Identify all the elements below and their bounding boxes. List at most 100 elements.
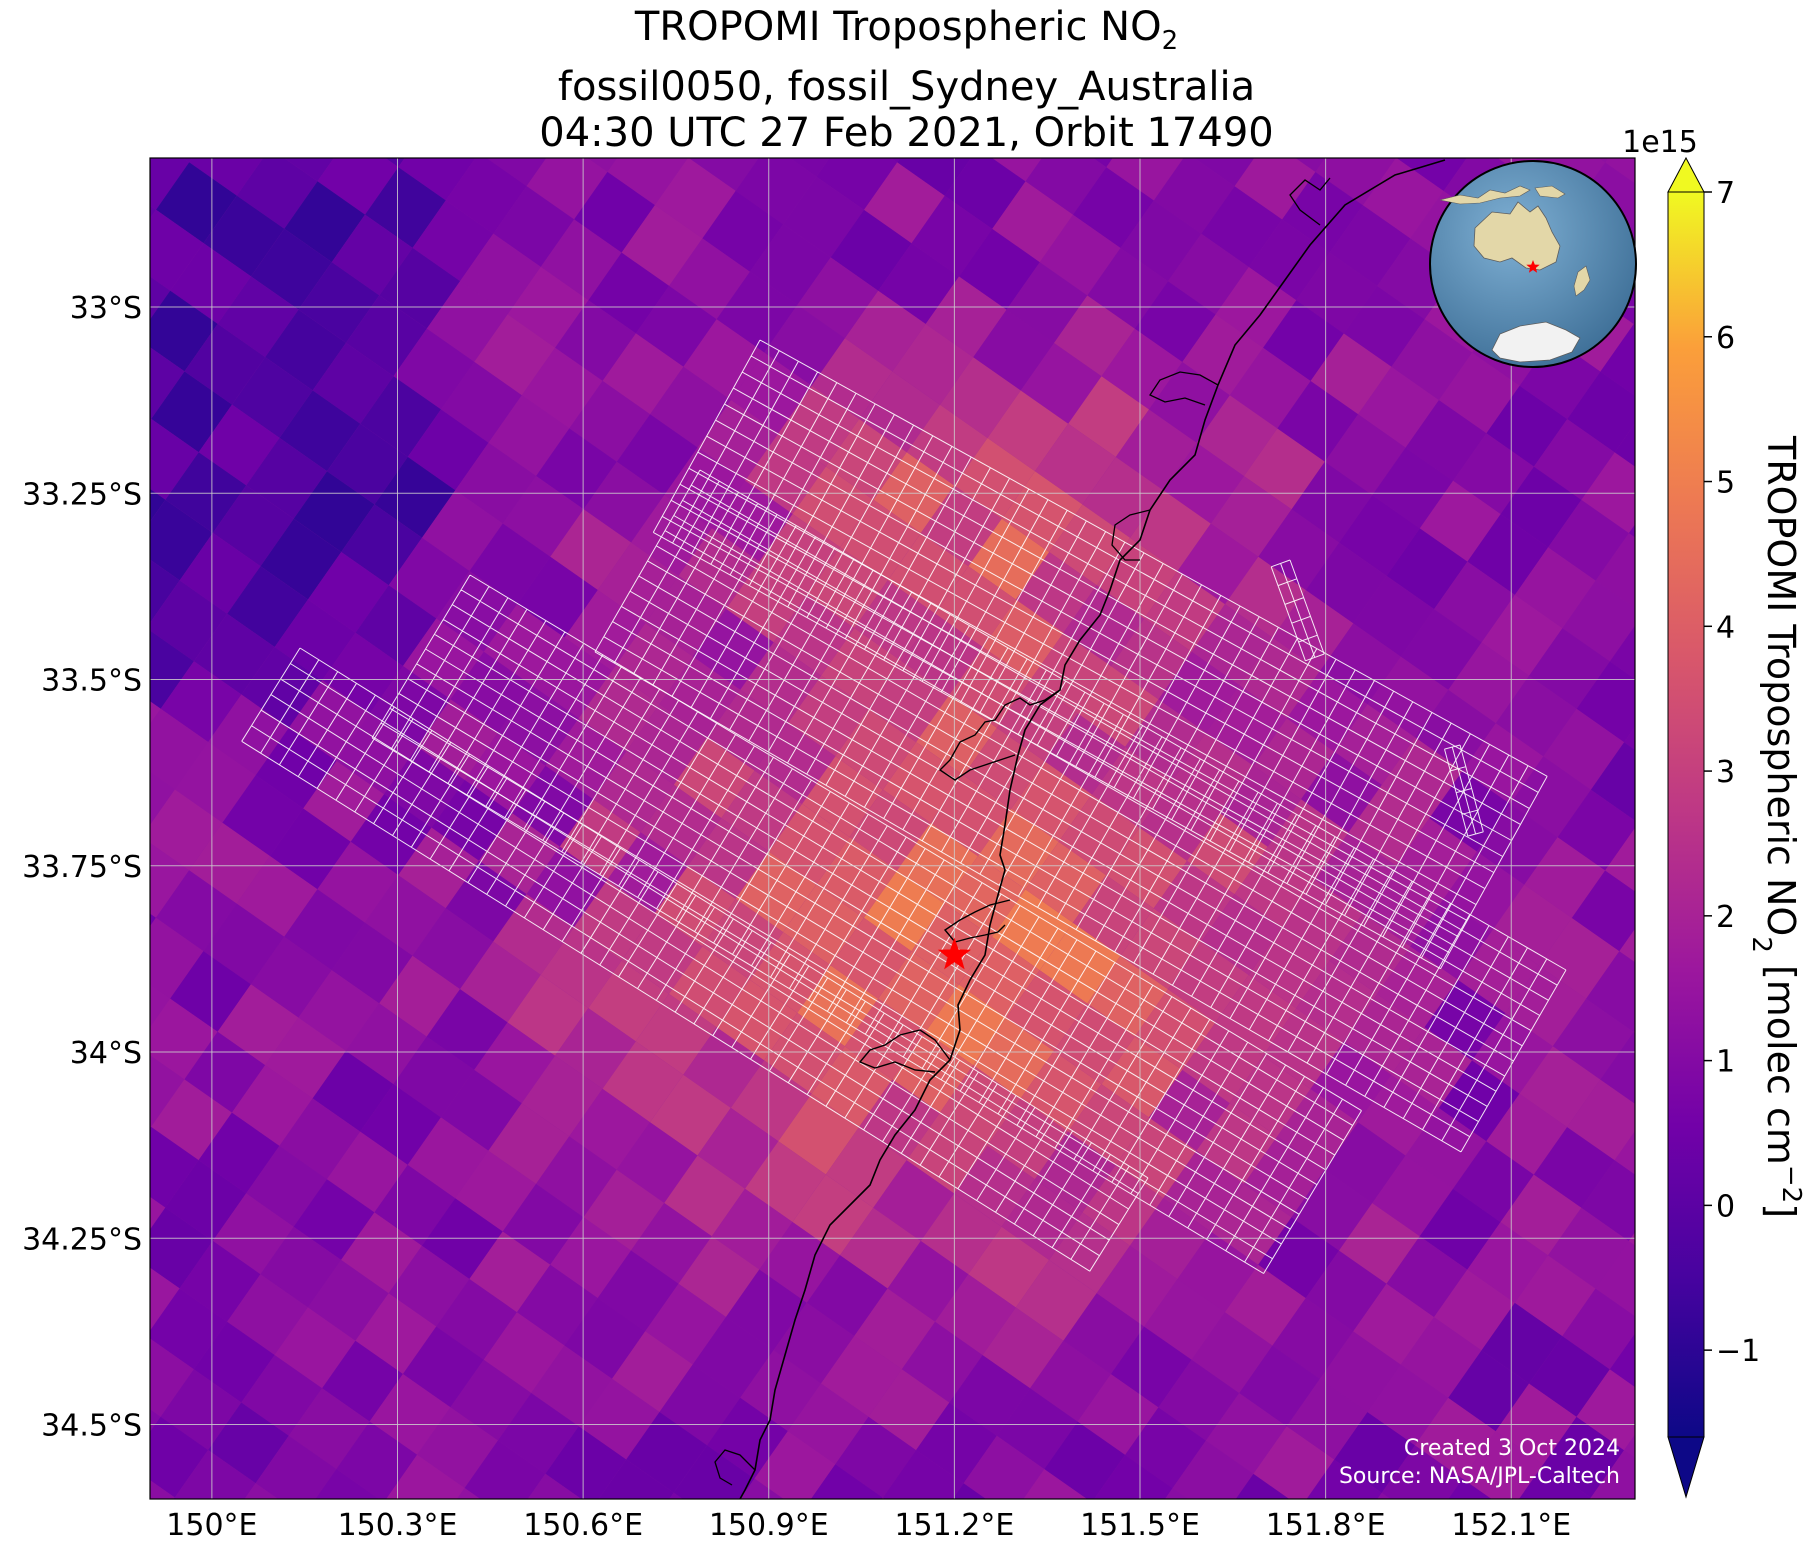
no2-pixel [1529, 628, 1610, 709]
no2-pixel [789, 158, 830, 177]
no2-pixel [920, 1193, 1002, 1275]
no2-pixel [555, 1008, 636, 1089]
no2-pixel [469, 1231, 551, 1313]
latitude-tick-labels: 33°S 33.25°S 33.5°S 33.75°S 34°S 34.25°S 34.5°… [22, 291, 142, 1444]
no2-pixel [315, 1469, 380, 1499]
no2-pixel [1025, 158, 1107, 215]
no2-pixel [1481, 1302, 1563, 1384]
no2-pixel [540, 927, 622, 1009]
no2-pixel [944, 158, 1026, 229]
no2-pixel [1638, 1483, 1719, 1548]
no2-pixel [307, 1259, 389, 1341]
no2-pixel [963, 727, 1045, 809]
no2-pixel [958, 936, 1040, 1018]
no2-pixel [882, 742, 964, 823]
lat-tick-label: 34°S [70, 1036, 142, 1071]
no2-pixel [906, 404, 988, 486]
no2-pixel [293, 1179, 375, 1260]
no2-pixel [150, 499, 213, 581]
no2-pixel [1063, 1293, 1145, 1375]
lat-tick-label: 34.5°S [41, 1409, 142, 1444]
globe-australia [1473, 201, 1561, 271]
no2-pixel [859, 371, 940, 453]
no2-pixel [488, 395, 570, 476]
no2-pixel [1448, 1350, 1529, 1432]
no2-pixel [897, 158, 972, 196]
lat-tick-label: 33.25°S [22, 477, 142, 512]
no2-pixel [749, 224, 831, 305]
target-site-marker[interactable] [937, 937, 972, 970]
coastline-main [739, 159, 1446, 1499]
no2-pixel [407, 1117, 489, 1199]
no2-pixel [740, 1478, 784, 1499]
no2-pixel [331, 922, 413, 1004]
no2-pixel [208, 1402, 289, 1484]
no2-pixel [721, 63, 802, 144]
no2-pixel [398, 158, 476, 201]
lat-tick-label: 34.25°S [22, 1222, 142, 1257]
no2-pixel [203, 903, 285, 985]
no2-pixel [598, 1459, 674, 1499]
no2-pixel [707, 689, 788, 771]
no2-pixel [327, 423, 408, 505]
no2-pixel [1514, 547, 1596, 629]
no2-pixel [516, 1264, 598, 1346]
no2-pixel [474, 1022, 555, 1104]
no2-pixel [787, 675, 869, 757]
no2-pixel [1093, 158, 1113, 168]
no2-pixel [28, 143, 109, 224]
no2-pixel [502, 1183, 584, 1265]
map-panel[interactable]: Created 3 Oct 2024 Source: NASA/JPL-Calt… [23, 44, 1757, 1548]
no2-pixel [1044, 713, 1126, 795]
no2-pixel [963, 1435, 1045, 1499]
no2-pixel [265, 309, 346, 391]
no2-pixel [436, 1279, 517, 1360]
no2-pixel [673, 1445, 755, 1499]
no2-pixel [901, 613, 983, 695]
no2-pixel [51, 514, 132, 595]
no2-pixel [536, 428, 617, 510]
no2-pixel [150, 772, 175, 826]
colorbar-tick-label: 2 [1716, 900, 1735, 935]
no2-pixel [1244, 428, 1325, 510]
no2-pixel [223, 67, 304, 148]
no2-pixel [486, 158, 547, 187]
no2-pixel [1011, 53, 1092, 134]
no2-pixel [212, 485, 294, 567]
footprint-strip-0 [241, 647, 1149, 1272]
no2-pixel [174, 1450, 256, 1499]
no2-pixel [1619, 928, 1635, 963]
no2-pixel [483, 1312, 565, 1393]
no2-pixel [873, 1160, 955, 1241]
no2-pixel [1087, 955, 1168, 1037]
no2-pixel [952, 1483, 986, 1499]
no2-pixel [1510, 756, 1591, 838]
no2-pixel [42, 932, 123, 1013]
no2-pixel [388, 1245, 470, 1327]
globe-new-guinea [1534, 185, 1566, 199]
no2-pixel [279, 390, 361, 472]
no2-pixel [150, 789, 223, 871]
no2-pixel [521, 1055, 603, 1137]
no2-pixel [150, 708, 209, 790]
target-star-icon[interactable] [937, 937, 972, 970]
no2-pixel [635, 993, 717, 1075]
no2-pixel [217, 984, 299, 1066]
no2-pixel [802, 48, 883, 129]
lon-tick-label: 151.5°E [1080, 1508, 1200, 1543]
no2-pixel [317, 841, 399, 923]
no2-pixel [1628, 1232, 1635, 1246]
no2-pixel [1164, 1488, 1189, 1499]
colorbar: −1 0 1 2 3 4 5 6 7 1e15 TROPOMI Tropospheric NO2… [1622, 125, 1806, 1499]
no2-pixel [1562, 1288, 1635, 1370]
no2-pixel [1358, 366, 1439, 448]
no2-pixel [1239, 1345, 1320, 1427]
no2-pixel [312, 1050, 394, 1132]
no2-pixel [949, 1355, 1031, 1436]
title-line-2: fossil0050, fossil_Sydney_Australia [557, 64, 1256, 110]
no2-pixel [887, 533, 969, 614]
no2-pixel [931, 67, 1012, 148]
colorbar-tick-label: 4 [1716, 610, 1735, 645]
lon-tick-label: 151.8°E [1266, 1508, 1386, 1543]
no2-pixel [250, 936, 332, 1018]
